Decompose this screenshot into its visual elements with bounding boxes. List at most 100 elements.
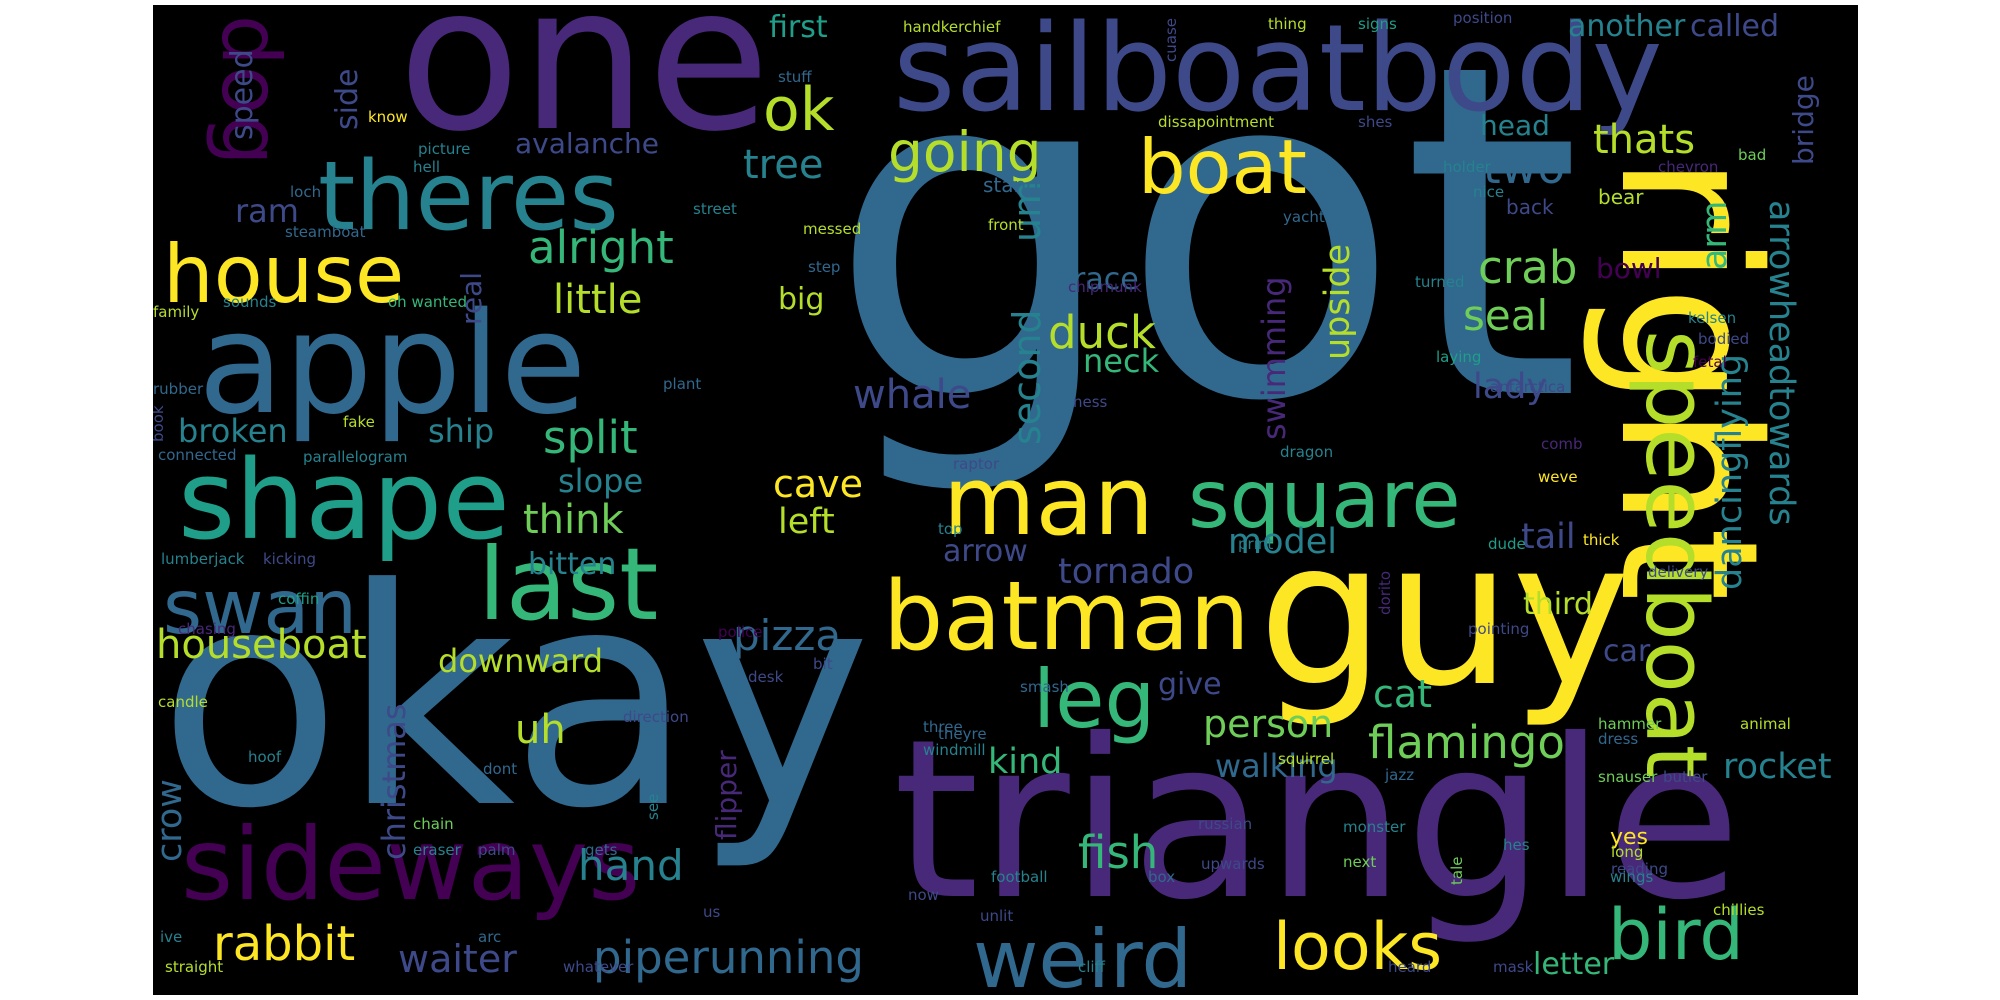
word: downward xyxy=(438,642,604,680)
word: hes xyxy=(1503,836,1530,854)
word: fetal xyxy=(1693,353,1727,371)
word: okay xyxy=(158,525,872,874)
word: rabbit xyxy=(213,916,356,972)
word: russian xyxy=(1198,815,1253,833)
word: chipmunk xyxy=(1068,278,1142,296)
word: next xyxy=(1343,853,1377,871)
word: thing xyxy=(1268,15,1307,33)
word: box xyxy=(1148,868,1176,886)
word: picture xyxy=(418,140,471,158)
word: yacht xyxy=(1283,208,1325,226)
word: unlit xyxy=(980,907,1014,925)
word: cat xyxy=(1373,672,1433,716)
word: triangle xyxy=(893,692,1742,948)
word: bird xyxy=(1608,894,1744,976)
word: called xyxy=(1690,9,1780,44)
word: bitten xyxy=(528,547,617,582)
word: standing xyxy=(983,173,1070,197)
word: loch xyxy=(290,183,322,201)
word: fake xyxy=(343,413,375,431)
word: eraser xyxy=(413,841,461,859)
word: bad xyxy=(1738,146,1767,164)
word: chasing xyxy=(178,620,236,638)
word: swimming xyxy=(1255,276,1293,440)
word: walking xyxy=(1215,747,1338,785)
word: speedboat xyxy=(1626,330,1725,779)
word: another xyxy=(1568,9,1686,44)
word: straight xyxy=(165,958,224,976)
word: coffin xyxy=(278,590,320,608)
word: tree xyxy=(743,142,824,188)
word: connected xyxy=(158,446,237,464)
word: race xyxy=(1073,262,1139,297)
word: dragon xyxy=(1280,443,1334,461)
word: uh xyxy=(515,707,566,753)
word: parallelogram xyxy=(303,448,408,466)
word: kelsen xyxy=(1688,309,1737,327)
word-cloud: got okay one triangle sailboatbody guy r… xyxy=(153,5,1858,995)
word: butler xyxy=(1663,768,1708,786)
word: really xyxy=(896,333,914,375)
word: got xyxy=(828,5,1582,502)
word: desk xyxy=(748,668,784,686)
word: flipper xyxy=(710,750,743,840)
word: tornado xyxy=(1058,552,1195,592)
word: arrowheadtowards xyxy=(1761,200,1801,526)
word: dancingflying xyxy=(1710,353,1750,590)
word: delivery xyxy=(1648,563,1709,581)
word: broken xyxy=(178,412,288,450)
word: whale xyxy=(853,372,972,418)
word: comb xyxy=(1541,435,1583,453)
word: seal xyxy=(1463,291,1549,340)
word: hoof xyxy=(248,748,282,766)
word: raptor xyxy=(953,455,1000,473)
word: shape xyxy=(178,436,510,564)
word: palm xyxy=(478,841,516,859)
word: pizza xyxy=(733,611,842,660)
word: bodied xyxy=(1698,330,1750,348)
word: lumberjack xyxy=(161,550,245,568)
word: apple xyxy=(198,283,587,446)
word: alright xyxy=(528,221,674,274)
word: one xyxy=(398,5,771,176)
word: wings xyxy=(1610,868,1654,886)
word: theyre xyxy=(938,725,987,743)
word: football xyxy=(991,868,1048,886)
word: shes xyxy=(1358,113,1393,131)
word: car xyxy=(1603,634,1651,669)
word: signs xyxy=(1358,15,1397,33)
word: sailboatbody xyxy=(893,5,1663,139)
word: messed xyxy=(803,220,862,238)
word: boat xyxy=(1138,123,1307,211)
word: holder xyxy=(1443,158,1491,176)
word: theres xyxy=(318,142,619,252)
word: chain xyxy=(413,815,454,833)
word: think xyxy=(523,497,624,543)
word: now xyxy=(908,886,939,904)
word: side xyxy=(330,68,365,130)
word: hand xyxy=(578,841,684,890)
word: dress xyxy=(1598,730,1639,748)
word: bear xyxy=(1598,185,1644,209)
word: man xyxy=(943,447,1154,557)
word: tale xyxy=(1448,856,1466,885)
word: bit xyxy=(813,655,833,673)
word: plant xyxy=(663,375,702,393)
word: bowl xyxy=(1596,252,1662,285)
word: dissapointment xyxy=(1158,113,1274,131)
word: family xyxy=(153,303,200,321)
word: know xyxy=(368,108,408,126)
word: last xyxy=(478,526,659,643)
word: snauser xyxy=(1598,768,1658,786)
word: stuff xyxy=(778,68,812,86)
word: head xyxy=(1480,109,1550,142)
word: thats xyxy=(1593,117,1696,163)
word: model xyxy=(1228,522,1337,562)
word: candle xyxy=(158,693,208,711)
word: going xyxy=(888,120,1042,184)
word: hammer xyxy=(1598,715,1662,733)
word: chevron xyxy=(1658,158,1719,176)
word: us xyxy=(703,903,721,921)
word: cuase xyxy=(1162,18,1180,62)
word: kind xyxy=(988,742,1063,782)
